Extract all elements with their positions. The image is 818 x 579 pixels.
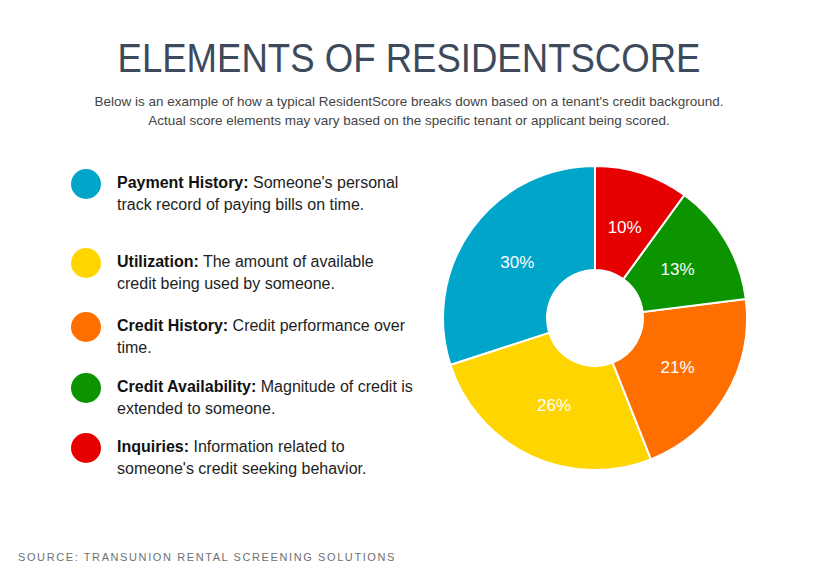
legend-label: Credit Availability: [117,378,256,395]
legend-entry: Payment History: Someone's personal trac… [117,172,417,216]
legend-entry: Utilization: The amount of available cre… [117,251,417,295]
data-label: 10% [608,218,642,237]
source: SOURCE: TRANSUNION RENTAL SCREENING SOLU… [18,551,396,563]
slice [613,299,747,459]
legend-entry: Credit Availability: Magnitude of credit… [117,376,417,420]
legend-swatch [71,248,101,278]
data-labels: 30% 26% 21% 13% 10% [500,218,694,415]
data-label: 13% [661,260,695,279]
slice [443,166,595,365]
subtitle: Actual score elements may vary based on … [148,113,670,128]
legend-swatch [71,169,101,199]
slice [450,333,651,470]
subtitle: Below is an example of how a typical Res… [94,94,723,109]
legend-label: Utilization: [117,253,199,270]
legend-entry: Credit History: Credit performance over … [117,315,417,359]
legend-swatch [71,373,101,403]
page: ELEMENTS OF RESIDENTSCORE Below is an exa… [0,0,818,579]
donut [443,166,747,470]
legend-label: Payment History: [117,174,249,191]
data-label: 26% [537,396,571,415]
legend-label: Credit History: [117,317,228,334]
legend-entry: Inquiries: Information related to someon… [117,436,417,480]
title: ELEMENTS OF RESIDENTSCORE [118,36,701,80]
data-label: 30% [500,253,534,272]
legend-label: Inquiries: [117,438,189,455]
legend-swatch [71,433,101,463]
legend-swatch [71,312,101,342]
data-label: 21% [661,358,695,377]
